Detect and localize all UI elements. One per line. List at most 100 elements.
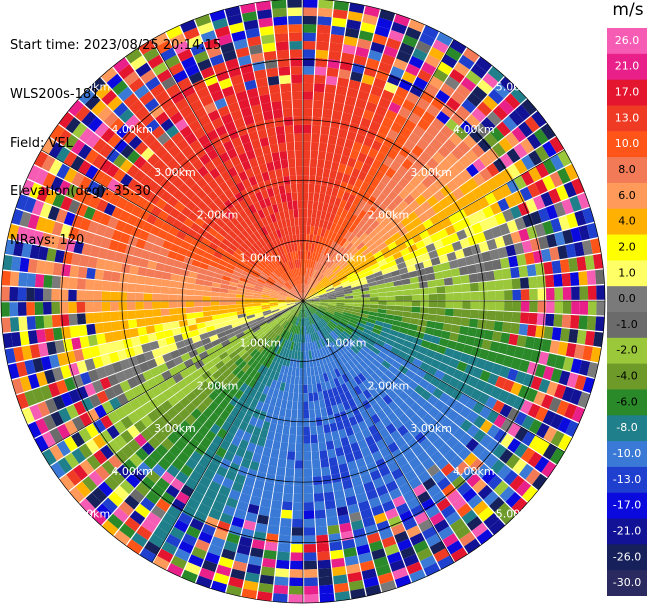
velocity-bin (168, 226, 180, 237)
velocity-bin (320, 277, 328, 285)
velocity-bin (344, 95, 357, 107)
velocity-bin (321, 466, 331, 477)
velocity-bin (280, 338, 286, 347)
velocity-bin (314, 322, 320, 331)
velocity-bin (157, 132, 171, 146)
colorbar-tick-label: -21.0 (613, 524, 641, 537)
velocity-bin (157, 338, 168, 348)
velocity-bin (532, 250, 544, 264)
velocity-bin (119, 479, 135, 495)
velocity-bin (265, 359, 273, 369)
velocity-bin (281, 310, 290, 316)
velocity-bin (261, 216, 269, 227)
velocity-bin (262, 420, 271, 431)
velocity-bin (459, 531, 476, 547)
velocity-bin (286, 299, 295, 301)
velocity-bin (466, 92, 482, 108)
velocity-bin (40, 232, 52, 247)
velocity-bin (360, 508, 373, 520)
velocity-bin (296, 295, 303, 301)
velocity-bin (277, 58, 290, 68)
velocity-bin (317, 365, 323, 375)
velocity-bin (452, 221, 464, 233)
velocity-bin (274, 211, 281, 222)
velocity-bin (182, 444, 195, 458)
velocity-bin (294, 133, 303, 142)
velocity-bin (284, 383, 290, 393)
velocity-bin (485, 147, 500, 163)
velocity-bin (218, 399, 230, 410)
velocity-bin (400, 546, 416, 560)
velocity-bin (112, 153, 127, 168)
velocity-bin (297, 301, 303, 308)
velocity-bin (458, 393, 471, 406)
velocity-bin (172, 413, 185, 426)
velocity-bin (183, 217, 195, 228)
velocity-bin (437, 61, 453, 76)
velocity-bin (303, 295, 310, 301)
velocity-bin (336, 304, 345, 308)
velocity-bin (551, 327, 562, 341)
velocity-bin (177, 301, 186, 308)
velocity-bin (131, 467, 146, 482)
velocity-bin (426, 463, 441, 477)
velocity-bin (65, 117, 81, 134)
velocity-bin (341, 112, 353, 123)
velocity-bin (269, 305, 279, 308)
velocity-bin (296, 267, 299, 277)
velocity-bin (161, 438, 174, 451)
velocity-bin (234, 399, 245, 410)
velocity-bin (327, 260, 335, 269)
velocity-bin (309, 306, 317, 313)
velocity-bin (234, 357, 244, 367)
velocity-bin (194, 306, 203, 313)
velocity-bin (287, 304, 296, 309)
velocity-bin (344, 211, 353, 221)
velocity-bin (329, 261, 337, 270)
velocity-bin (236, 125, 248, 137)
velocity-bin (309, 315, 315, 324)
velocity-bin (145, 325, 156, 335)
velocity-bin (494, 353, 506, 365)
velocity-bin (210, 301, 220, 306)
velocity-bin (304, 334, 308, 343)
velocity-bin (51, 314, 62, 328)
velocity-bin (287, 304, 296, 308)
velocity-bin (276, 559, 290, 570)
velocity-bin (592, 253, 604, 270)
velocity-bin (204, 360, 215, 371)
velocity-bin (207, 461, 220, 473)
velocity-bin (313, 270, 319, 279)
velocity-bin (282, 254, 288, 263)
velocity-bin (304, 585, 319, 595)
velocity-bin (486, 410, 500, 424)
velocity-bin (131, 532, 148, 548)
velocity-bin (303, 301, 311, 304)
velocity-bin (386, 301, 396, 306)
velocity-bin (276, 345, 283, 355)
velocity-bin (151, 505, 166, 520)
velocity-bin (183, 234, 194, 244)
velocity-bin (273, 371, 280, 381)
velocity-bin (315, 58, 328, 68)
velocity-bin (165, 257, 176, 267)
velocity-bin (160, 400, 173, 412)
velocity-bin (425, 383, 437, 395)
velocity-bin (252, 303, 262, 307)
velocity-bin (303, 299, 312, 301)
velocity-bin (527, 403, 541, 419)
velocity-bin (536, 313, 546, 326)
velocity-bin (559, 259, 570, 273)
velocity-bin (311, 315, 317, 323)
velocity-bin (43, 274, 53, 288)
velocity-bin (1, 302, 10, 317)
velocity-bin (353, 484, 366, 496)
velocity-bin (566, 372, 579, 389)
velocity-bin (175, 230, 187, 241)
velocity-bin (361, 369, 371, 379)
velocity-bin (146, 233, 158, 244)
velocity-bin (271, 499, 282, 510)
velocity-bin (232, 417, 243, 429)
velocity-bin (257, 364, 266, 374)
velocity-bin (392, 274, 402, 282)
